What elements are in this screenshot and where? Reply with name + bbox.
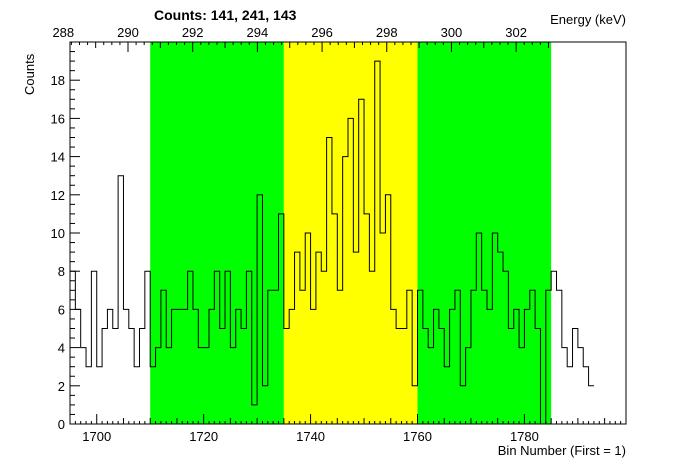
top-energy-axis: 288 290 292 294 296 298 300 302	[52, 25, 549, 52]
x-tick-label: 1760	[403, 429, 432, 444]
y-axis-label: Counts	[22, 53, 37, 95]
top-tick-label: 298	[376, 25, 398, 40]
chart-title: Counts: 141, 241, 143	[154, 7, 297, 23]
top-tick-label: 290	[117, 25, 139, 40]
top-tick-label: 296	[311, 25, 333, 40]
region-1	[283, 42, 418, 424]
histogram-line	[70, 60, 594, 425]
y-tick-label: 6	[58, 302, 65, 317]
y-tick-label: 16	[51, 111, 65, 126]
top-tick-label: 302	[505, 25, 527, 40]
bottom-x-axis: 1700 1720 1740 1760 1780	[69, 414, 627, 444]
y-tick-label: 0	[58, 417, 65, 432]
x-tick-label: 1700	[82, 429, 111, 444]
region-0	[150, 42, 284, 424]
top-tick-label: 300	[441, 25, 463, 40]
y-tick-label: 10	[51, 226, 65, 241]
x-tick-label: 1780	[510, 429, 539, 444]
region-2	[417, 42, 552, 424]
y-tick-label: 2	[58, 379, 65, 394]
top-axis-label: Energy (keV)	[550, 12, 626, 27]
left-y-axis: 0 2 4 6 8 10 12 14 16 18	[51, 41, 80, 432]
top-tick-label: 288	[52, 25, 74, 40]
y-tick-label: 8	[58, 264, 65, 279]
y-tick-label: 18	[51, 73, 65, 88]
top-tick-label: 294	[247, 25, 269, 40]
x-tick-label: 1740	[296, 429, 325, 444]
top-tick-label: 292	[182, 25, 204, 40]
x-tick-label: 1720	[189, 429, 218, 444]
y-tick-label: 12	[51, 188, 65, 203]
y-tick-label: 14	[51, 150, 65, 165]
y-tick-label: 4	[58, 341, 65, 356]
x-axis-label: Bin Number (First = 1)	[498, 443, 626, 458]
highlight-regions	[150, 42, 552, 424]
